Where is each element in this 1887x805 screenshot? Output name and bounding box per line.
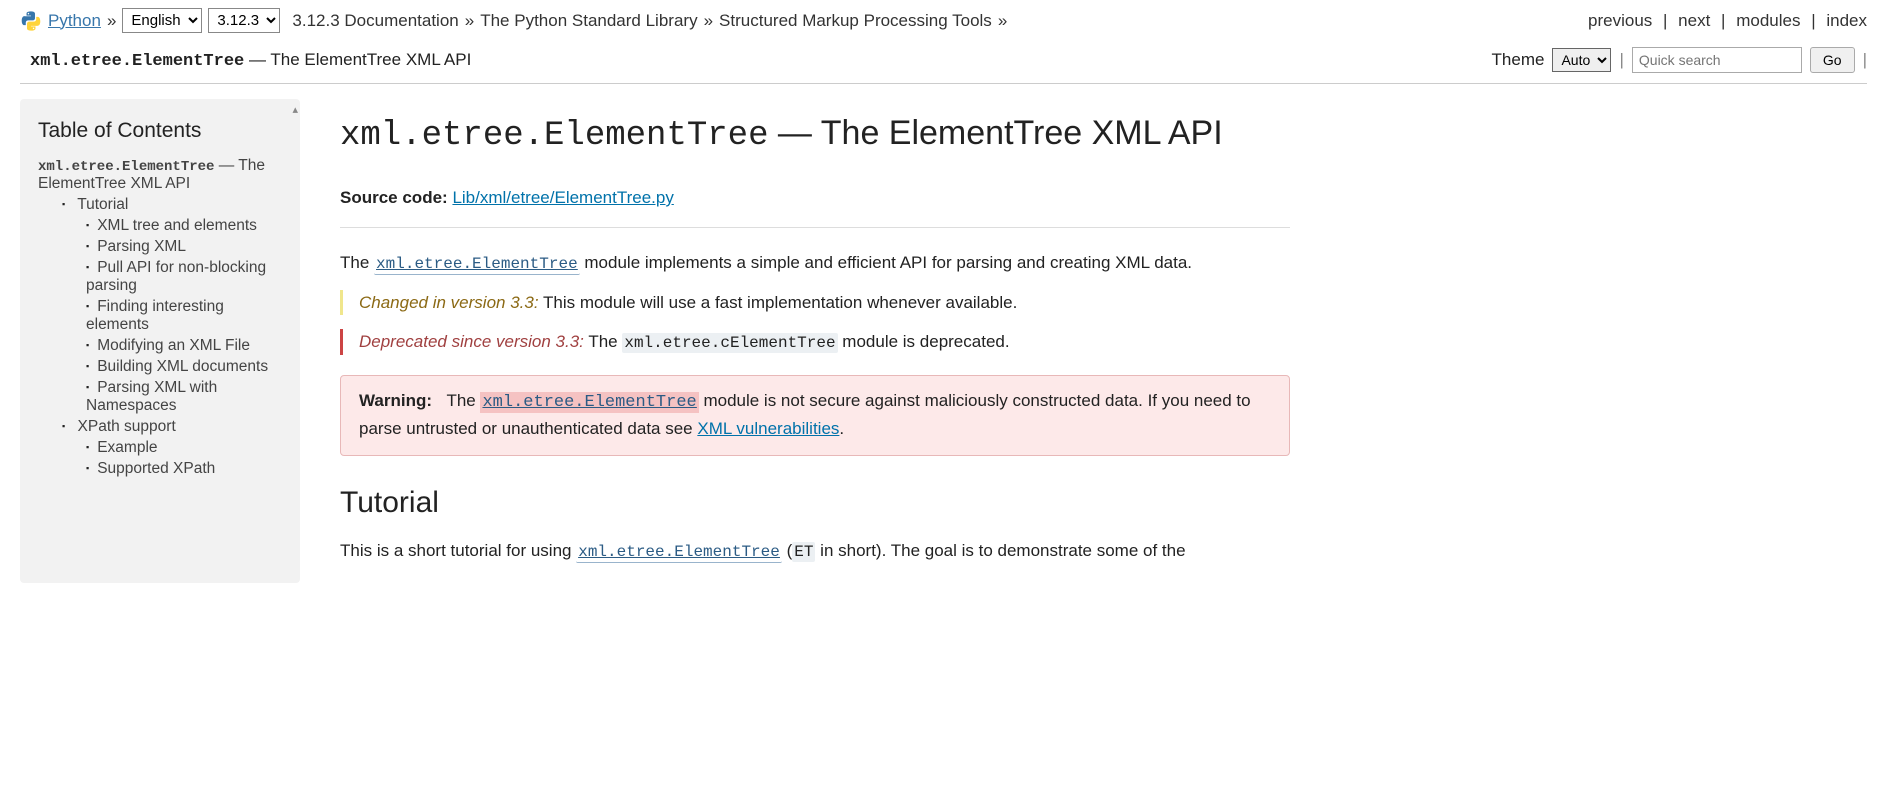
tutorial-module-link[interactable]: xml.etree.ElementTree [576,541,782,560]
version-select[interactable]: 3.12.3 [208,8,280,33]
breadcrumb-docs[interactable]: 3.12.3 Documentation [292,11,458,31]
toc-building[interactable]: Building XML documents [97,358,268,375]
nav-modules[interactable]: modules [1736,11,1800,30]
source-code-line: Source code: Lib/xml/etree/ElementTree.p… [340,185,1290,211]
toc-example[interactable]: Example [97,439,157,456]
toc-namespaces[interactable]: Parsing XML with Namespaces [86,379,217,414]
scroll-up-icon: ▴ [292,103,298,116]
page-h1: xml.etree.ElementTree — The ElementTree … [340,114,1290,155]
python-logo-icon [20,10,42,32]
toc-modifying[interactable]: Modifying an XML File [97,337,250,354]
toc-parsing-xml[interactable]: Parsing XML [97,238,186,255]
toc-xml-tree[interactable]: XML tree and elements [97,217,257,234]
tutorial-heading: Tutorial [340,486,1290,520]
warning-box: Warning: The xml.etree.ElementTree modul… [340,375,1290,456]
source-divider [340,227,1290,228]
toc-finding[interactable]: Finding interesting elements [86,298,224,333]
changed-note: Changed in version 3.3: This module will… [340,290,1290,316]
search-go-button[interactable]: Go [1810,47,1855,73]
nav-index[interactable]: index [1826,11,1867,30]
search-input[interactable] [1632,47,1802,73]
toc-heading: Table of Contents [38,119,288,143]
toc-tutorial[interactable]: Tutorial [77,196,128,213]
toc-root-link[interactable]: xml.etree.ElementTree — The ElementTree … [38,157,265,192]
breadcrumb-stdlib[interactable]: The Python Standard Library [480,11,697,31]
intro-paragraph: The xml.etree.ElementTree module impleme… [340,250,1290,276]
main-content: xml.etree.ElementTree — The ElementTree … [300,84,1320,598]
breadcrumb-markup[interactable]: Structured Markup Processing Tools [719,11,992,31]
page-module-code: xml.etree.ElementTree [30,52,244,71]
toc-xpath[interactable]: XPath support [78,418,176,435]
module-ref-link[interactable]: xml.etree.ElementTree [374,253,580,272]
tutorial-intro: This is a short tutorial for using xml.e… [340,538,1290,564]
theme-select[interactable]: Auto [1552,48,1611,72]
language-select[interactable]: English [122,8,202,33]
page-title-suffix: — The ElementTree XML API [244,50,471,69]
source-link[interactable]: Lib/xml/etree/ElementTree.py [452,188,673,207]
xml-vulnerabilities-link[interactable]: XML vulnerabilities [697,419,839,438]
toc-pull-api[interactable]: Pull API for non-blocking parsing [86,259,266,294]
sub-header: xml.etree.ElementTree — The ElementTree … [0,41,1887,83]
python-home-link[interactable]: Python [48,11,101,31]
nav-next[interactable]: next [1678,11,1710,30]
warning-module-link[interactable]: xml.etree.ElementTree [480,391,698,410]
sidebar: ▴ Table of Contents xml.etree.ElementTre… [20,99,300,583]
theme-label: Theme [1492,50,1545,70]
deprecated-note: Deprecated since version 3.3: The xml.et… [340,329,1290,355]
nav-previous[interactable]: previous [1588,11,1652,30]
top-nav: Python » English 3.12.3 3.12.3 Documenta… [0,0,1887,41]
toc-supported-xpath[interactable]: Supported XPath [97,460,215,477]
